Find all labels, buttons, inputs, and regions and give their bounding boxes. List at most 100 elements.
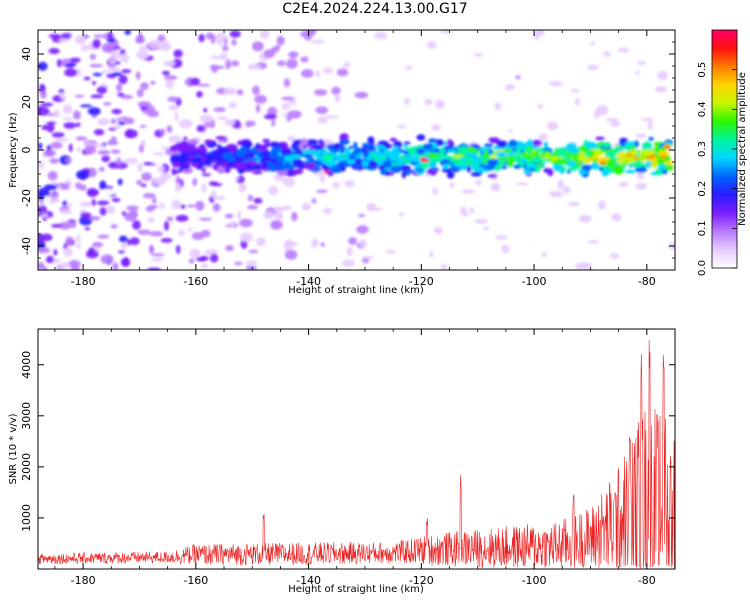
heatmap-cell (110, 118, 117, 124)
heatmap-cell (281, 164, 290, 171)
heatmap-cell (97, 234, 110, 239)
heatmap-cell (251, 41, 264, 52)
heatmap-cell (380, 168, 387, 175)
heatmap-cell (496, 140, 508, 148)
heatmap-cell (38, 201, 43, 207)
heatmap-cell (331, 164, 340, 173)
heatmap-cell (487, 174, 498, 178)
heatmap-cell (140, 82, 149, 91)
heatmap-cell (62, 104, 73, 115)
heatmap-cell (228, 102, 238, 109)
heatmap-cell (322, 207, 333, 214)
heatmap-cell (120, 53, 130, 63)
heatmap-cell (664, 161, 674, 165)
heatmap-cell (225, 119, 236, 127)
heatmap-cell (118, 250, 125, 254)
heatmap-cell (494, 102, 502, 111)
heatmap-cell (354, 164, 361, 168)
heatmap-cell (435, 99, 445, 109)
colorbar-tick-label: 0.3 (697, 141, 708, 157)
heatmap-cell (631, 148, 638, 157)
heatmap-cell (183, 136, 188, 140)
heatmap-cell (112, 262, 119, 270)
heatmap-cell (585, 141, 597, 149)
heatmap-cell (76, 170, 90, 180)
heatmap-cell (38, 160, 45, 169)
heatmap-cell (347, 154, 356, 160)
heatmap-cell (107, 31, 113, 39)
heatmap-cell (512, 147, 517, 152)
heatmap-cell (270, 165, 277, 172)
heatmap-cell (99, 180, 107, 189)
heatmap-cell (196, 125, 206, 133)
heatmap-cell (579, 262, 593, 270)
heatmap-cell (655, 86, 668, 93)
heatmap-cell (171, 162, 182, 168)
heatmap-cell (635, 133, 647, 138)
heatmap-cell (446, 171, 455, 179)
heatmap-cell (594, 109, 600, 120)
heatmap-cell (41, 213, 49, 218)
heatmap-cell (316, 151, 321, 160)
heatmap-cell (587, 240, 599, 244)
heatmap-cell (70, 264, 80, 270)
heatmap-cell (59, 78, 71, 83)
heatmap-cell (397, 159, 404, 167)
heatmap-cell (63, 122, 77, 129)
heatmap-cell (256, 146, 268, 151)
heatmap-cell (635, 166, 647, 173)
colorbar: 0.0 0.1 0.2 0.3 0.4 0.5 Normalized spectral a… (697, 29, 748, 276)
heatmap-cell (368, 160, 379, 168)
heatmap-cell (376, 144, 385, 150)
heatmap-cell (275, 212, 284, 221)
heatmap-cell (136, 89, 144, 98)
heatmap-cell (177, 229, 186, 237)
heatmap-cell (166, 216, 174, 222)
heatmap-cell (440, 30, 451, 34)
heatmap-cell (192, 177, 198, 187)
heatmap-cell (56, 183, 70, 187)
heatmap-cell (89, 53, 96, 60)
heatmap-cell (45, 255, 54, 264)
heatmap-cell (179, 143, 186, 150)
heatmap-cell (245, 265, 257, 270)
heatmap-cell (148, 40, 161, 49)
heatmap-cell (538, 133, 548, 141)
heatmap-cell (657, 151, 670, 156)
heatmap-cell (56, 59, 62, 68)
heatmap-cell (56, 267, 65, 270)
heatmap-cell (490, 182, 501, 192)
heatmap-cell (53, 197, 60, 204)
heatmap-cell (124, 157, 138, 165)
heatmap-cell (63, 247, 73, 257)
snr-frame (37, 328, 676, 570)
heatmap-cell (403, 144, 408, 149)
heatmap-cell (88, 216, 101, 221)
heatmap-cell (197, 83, 211, 87)
heatmap-cell (636, 172, 645, 180)
heatmap-cell (100, 254, 114, 265)
heatmap-cell (310, 39, 325, 44)
heatmap-cell (428, 138, 438, 143)
heatmap-cell (188, 258, 195, 265)
heatmap-cell (269, 150, 279, 159)
heatmap-cell (432, 187, 438, 196)
heatmap-y-axis-label: Frequency (Hz) (8, 112, 19, 188)
heatmap-cell (291, 211, 298, 222)
heatmap-cell (287, 110, 302, 119)
heatmap-cell (319, 146, 324, 151)
heatmap-cell (523, 169, 532, 175)
heatmap-cell (311, 198, 317, 204)
heatmap-cell (348, 237, 358, 245)
heatmap-cell (261, 167, 269, 171)
heatmap-cell (332, 181, 341, 189)
heatmap-cell (49, 158, 60, 164)
heatmap-cell (69, 58, 81, 63)
heatmap-cell (344, 180, 355, 188)
heatmap-cell (38, 247, 51, 254)
heatmap-cell (49, 192, 59, 199)
heatmap-cell (339, 141, 345, 146)
heatmap-cell (475, 179, 482, 186)
heatmap-cell (271, 119, 276, 127)
heatmap-cell (280, 205, 293, 211)
